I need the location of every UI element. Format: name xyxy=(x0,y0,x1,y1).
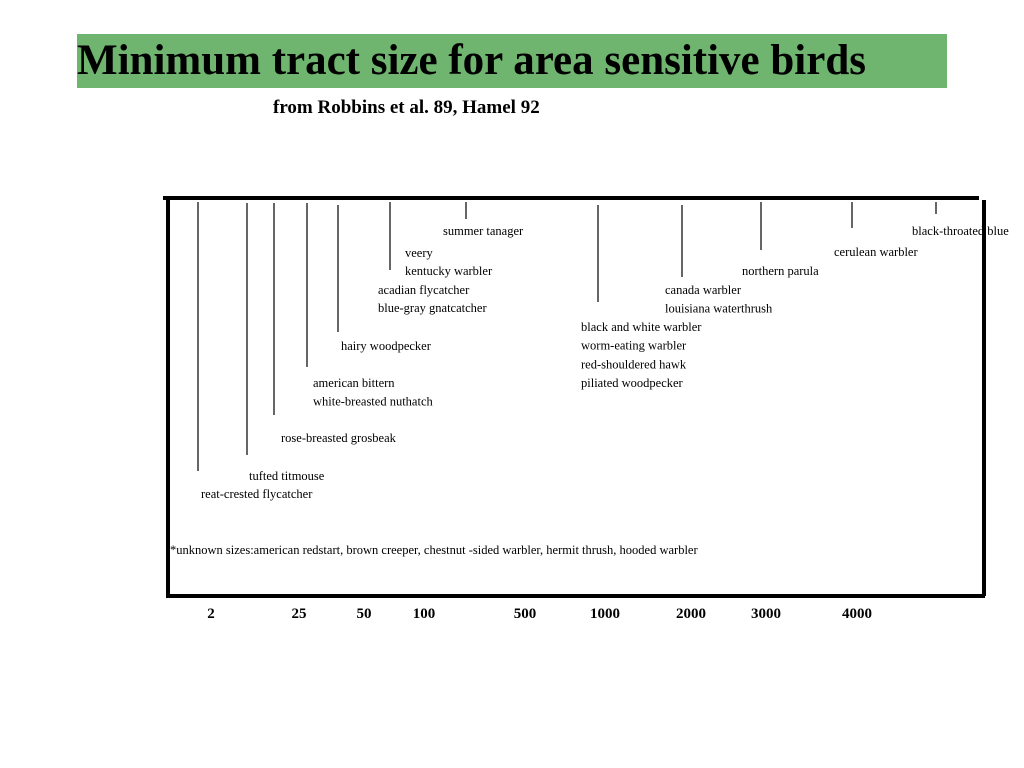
species-group-7: summer tanager xyxy=(443,202,524,238)
species-group-11: cerulean warbler xyxy=(834,202,918,259)
species-label: piliated woodpecker xyxy=(581,376,684,390)
species-label: hairy woodpecker xyxy=(341,339,432,353)
axis-tick-label: 25 xyxy=(292,606,307,622)
species-label: kentucky warbler xyxy=(405,264,493,278)
species-label: acadian flycatcher xyxy=(378,283,470,297)
species-label: white-breasted nuthatch xyxy=(313,395,433,409)
species-group-4: american bittern white-breasted nuthatch xyxy=(306,203,433,409)
title-bar: Minimum tract size for area sensitive bi… xyxy=(77,34,947,88)
species-label: red-shouldered hawk xyxy=(581,357,687,371)
species-label: veery xyxy=(405,246,434,260)
axis-tick-label: 50 xyxy=(357,606,372,622)
species-group-1: reat-crested flycatcher xyxy=(197,202,313,501)
species-group-9: canada warbler louisiana waterthrush xyxy=(665,205,773,316)
axis-tick-label: 1000 xyxy=(590,606,620,622)
species-group-8: black and white warbler worm-eating warbl… xyxy=(581,205,702,390)
axis-tick-label: 2 xyxy=(207,606,215,622)
axis-tick-label: 4000 xyxy=(842,606,872,622)
species-label: black-throated blue xyxy=(912,224,1009,238)
species-label: northern parula xyxy=(742,264,819,278)
species-label: reat-crested flycatcher xyxy=(201,487,313,501)
species-label: tufted titmouse xyxy=(249,469,325,483)
axis-tick-label: 2000 xyxy=(676,606,706,622)
axis-tick-label: 100 xyxy=(413,606,436,622)
species-label: blue-gray gnatcatcher xyxy=(378,301,487,315)
species-label: worm-eating warbler xyxy=(581,339,687,353)
species-label: summer tanager xyxy=(443,224,524,238)
species-group-2: tufted titmouse xyxy=(246,203,325,483)
species-label: black and white warbler xyxy=(581,320,702,334)
species-group-12: black-throated blue xyxy=(912,202,1009,238)
footnote: *unknown sizes:american redstart, brown … xyxy=(170,543,698,557)
species-label: cerulean warbler xyxy=(834,245,918,259)
axis-tick-label: 3000 xyxy=(751,606,781,622)
chart-subtitle: from Robbins et al. 89, Hamel 92 xyxy=(273,97,540,118)
chart-title: Minimum tract size for area sensitive bi… xyxy=(77,37,866,84)
species-label: louisiana waterthrush xyxy=(665,302,773,316)
species-group-3: rose-breasted grosbeak xyxy=(273,203,397,445)
chart-marks: reat-crested flycatcher tufted titmouse ro… xyxy=(197,202,1009,501)
chart-frame xyxy=(163,196,986,598)
species-group-5: hairy woodpecker xyxy=(337,205,432,353)
axis-ticks: 2 25 50 100 500 1000 2000 3000 4000 xyxy=(207,606,872,622)
axis-tick-label: 500 xyxy=(514,606,537,622)
species-label: rose-breasted grosbeak xyxy=(281,431,397,445)
species-group-6: veery kentucky warbler acadian flycatcher b… xyxy=(378,202,493,315)
species-group-10: northern parula xyxy=(742,202,819,278)
species-label: canada warbler xyxy=(665,283,742,297)
species-label: american bittern xyxy=(313,376,395,390)
